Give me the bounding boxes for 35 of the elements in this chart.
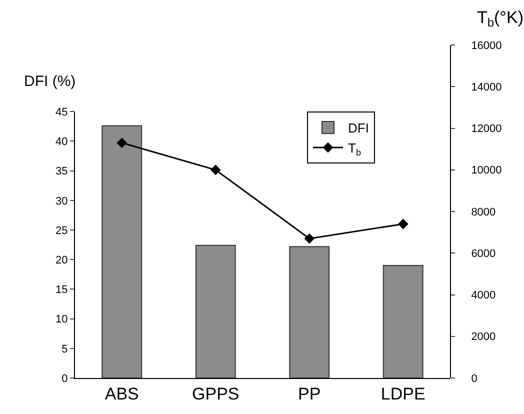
y-tick-label: 45 [56, 106, 68, 118]
bar [195, 244, 236, 378]
y2-tick-label: 0 [471, 372, 478, 385]
y2-tick-label: 10000 [471, 164, 502, 177]
legend-label: T$_{b}$ [348, 140, 362, 158]
y2-axis-title: T$_{b}$(°K) [477, 8, 524, 30]
y2-tick-label: 2000 [471, 331, 496, 344]
legend-label: DFI [348, 120, 369, 136]
y2-tick-label: 12000 [471, 123, 502, 136]
point [116, 138, 128, 148]
bar [289, 246, 330, 378]
y2-tick-label: 6000 [471, 248, 496, 260]
y-tick-label: 5 [62, 343, 68, 356]
y-tick-label: 40 [56, 136, 68, 148]
y-tick-label: 10 [56, 314, 68, 326]
x-tick-label: LDPE [380, 384, 426, 404]
x-tick-label: GPPS [192, 384, 240, 404]
y-tick-label: 30 [56, 195, 68, 208]
y2-tick-label: 14000 [471, 81, 502, 94]
bar [382, 265, 424, 378]
bar [102, 125, 142, 378]
point [210, 164, 221, 176]
y-tick-label: 15 [56, 284, 68, 296]
x-tick-label: ABS [104, 384, 139, 404]
y2-tick-label: 8000 [471, 206, 496, 218]
y-tick-label: 25 [56, 224, 68, 237]
y2-tick-label: 16000 [471, 40, 502, 52]
point [398, 218, 408, 230]
y-tick-label: 20 [56, 254, 68, 266]
y-tick-label: 35 [56, 166, 68, 178]
point [304, 233, 315, 244]
y2-tick-label: 4000 [471, 290, 496, 302]
x-tick-label: PP [298, 384, 321, 404]
y-tick-label: 0 [62, 372, 68, 385]
y-axis-title: DFI (%) [24, 73, 76, 90]
